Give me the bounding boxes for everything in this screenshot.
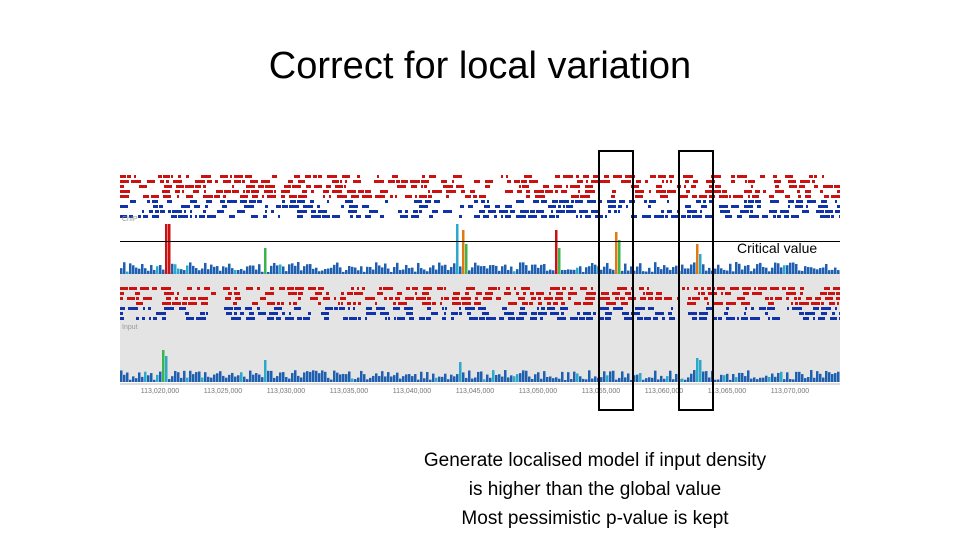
axis-tick-label: 113,045,000 (455, 388, 495, 395)
axis-tick-label: 113,060,000 (644, 388, 684, 395)
caption-line-3: Most pessimistic p-value is kept (461, 508, 729, 529)
chip-reads-track (120, 175, 840, 218)
axis-tick-label: 113,025,000 (203, 388, 243, 395)
chip-coverage-track (120, 224, 840, 274)
critical-value-label: Critical value (737, 240, 818, 256)
axis-tick-label: 113,055,000 (581, 388, 621, 395)
genomic-axis: 113,020,000 113,025,000 113,030,000 113,035… (120, 383, 840, 399)
axis-tick-label: 113,070,000 (770, 388, 810, 395)
highlight-box-right (678, 150, 714, 411)
highlight-box-left (598, 150, 634, 411)
caption-line-1: Generate localised model if input densit… (423, 450, 767, 471)
genome-browser: ChIP Critical value Input 113,020,000 113… (120, 160, 840, 400)
caption-line-2: is higher than the global value (468, 479, 722, 500)
chip-track-label: ChIP (122, 216, 138, 223)
axis-tick-label: 113,050,000 (518, 388, 558, 395)
input-track-label: Input (122, 324, 138, 331)
input-coverage-track (120, 350, 840, 382)
axis-tick-label: 113,035,000 (329, 388, 369, 395)
axis-tick-label: 113,040,000 (392, 388, 432, 395)
axis-tick-label: 113,065,000 (707, 388, 747, 395)
axis-tick-label: 113,030,000 (266, 388, 306, 395)
input-track-background (120, 272, 840, 382)
slide-caption: Generate localised model if input densit… (380, 446, 810, 533)
axis-tick-label: 113,020,000 (140, 388, 180, 395)
critical-value-line (120, 241, 840, 242)
slide-title: Correct for local variation (268, 45, 692, 87)
input-reads-track (120, 287, 840, 320)
